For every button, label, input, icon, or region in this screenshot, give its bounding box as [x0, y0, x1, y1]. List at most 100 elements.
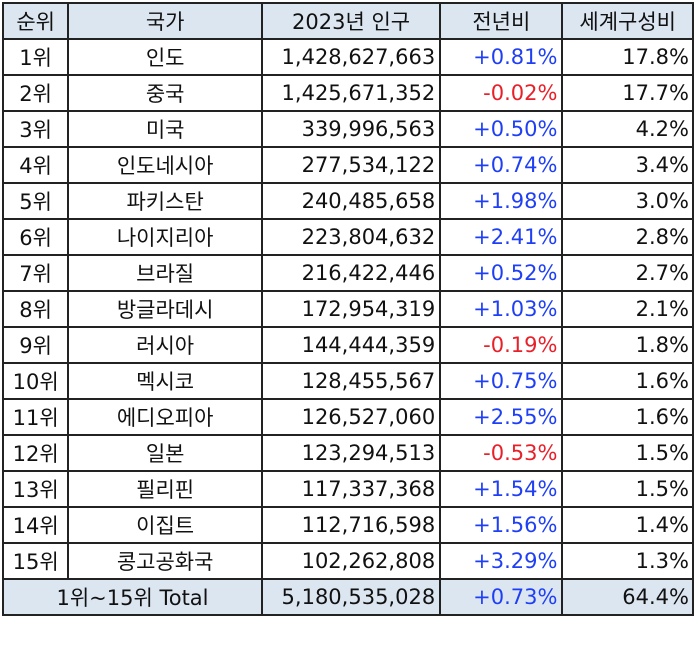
population-cell: 240,485,658 [260, 182, 442, 220]
population-cell: 112,716,598 [260, 506, 442, 544]
population-cell: 126,527,060 [260, 398, 442, 436]
rank-cell: 15위 [1, 542, 70, 580]
country-cell: 파키스탄 [67, 182, 263, 220]
share-cell: 1.5% [561, 470, 694, 508]
rank-cell: 4위 [1, 146, 70, 184]
population-cell: 128,455,567 [260, 362, 442, 400]
table-row: 10위 멕시코 128,455,567 +0.75% 1.6% [1, 362, 694, 400]
country-cell: 이집트 [67, 506, 263, 544]
population-cell: 1,428,627,663 [260, 38, 442, 76]
table-row: 13위 필리핀 117,337,368 +1.54% 1.5% [1, 470, 694, 508]
rank-cell: 2위 [1, 74, 70, 112]
rank-cell: 3위 [1, 110, 70, 148]
country-cell: 콩고공화국 [67, 542, 263, 580]
table-row: 1위 인도 1,428,627,663 +0.81% 17.8% [1, 38, 694, 76]
yoy-cell: -0.53% [439, 434, 564, 472]
country-cell: 러시아 [67, 326, 263, 364]
share-cell: 4.2% [561, 110, 694, 148]
population-cell: 1,425,671,352 [260, 74, 442, 112]
country-cell: 미국 [67, 110, 263, 148]
country-cell: 인도네시아 [67, 146, 263, 184]
population-cell: 277,534,122 [260, 146, 442, 184]
share-cell: 1.6% [561, 398, 694, 436]
population-cell: 223,804,632 [260, 218, 442, 256]
share-cell: 17.7% [561, 74, 694, 112]
country-cell: 인도 [67, 38, 263, 76]
total-share: 64.4% [561, 578, 694, 616]
total-population: 5,180,535,028 [260, 578, 442, 616]
table-row: 5위 파키스탄 240,485,658 +1.98% 3.0% [1, 182, 694, 220]
rank-cell: 8위 [1, 290, 70, 328]
table-row: 2위 중국 1,425,671,352 -0.02% 17.7% [1, 74, 694, 112]
total-yoy: +0.73% [439, 578, 564, 616]
header-yoy: 전년비 [439, 2, 564, 40]
share-cell: 17.8% [561, 38, 694, 76]
share-cell: 2.8% [561, 218, 694, 256]
country-cell: 에디오피아 [67, 398, 263, 436]
yoy-cell: +3.29% [439, 542, 564, 580]
table-row: 8위 방글라데시 172,954,319 +1.03% 2.1% [1, 290, 694, 328]
yoy-cell: +0.52% [439, 254, 564, 292]
share-cell: 3.0% [561, 182, 694, 220]
population-cell: 172,954,319 [260, 290, 442, 328]
population-table: 순위 국가 2023년 인구 전년비 세계구성비 1위 인도 1,428,627,6… [1, 2, 694, 616]
table-row: 7위 브라질 216,422,446 +0.52% 2.7% [1, 254, 694, 292]
rank-cell: 6위 [1, 218, 70, 256]
header-population: 2023년 인구 [260, 2, 442, 40]
table-row: 15위 콩고공화국 102,262,808 +3.29% 1.3% [1, 542, 694, 580]
table-row: 3위 미국 339,996,563 +0.50% 4.2% [1, 110, 694, 148]
header-country: 국가 [67, 2, 263, 40]
total-label: 1위~15위 Total [2, 578, 263, 616]
header-rank: 순위 [1, 2, 70, 40]
share-cell: 1.6% [561, 362, 694, 400]
rank-cell: 7위 [1, 254, 70, 292]
yoy-cell: +1.56% [439, 506, 564, 544]
share-cell: 3.4% [561, 146, 694, 184]
country-cell: 나이지리아 [67, 218, 263, 256]
yoy-cell: +0.50% [439, 110, 564, 148]
header-row: 순위 국가 2023년 인구 전년비 세계구성비 [1, 2, 694, 40]
yoy-cell: +0.74% [439, 146, 564, 184]
country-cell: 멕시코 [67, 362, 263, 400]
country-cell: 브라질 [67, 254, 263, 292]
population-cell: 339,996,563 [260, 110, 442, 148]
rank-cell: 14위 [1, 506, 70, 544]
rank-cell: 13위 [1, 470, 70, 508]
rank-cell: 9위 [1, 326, 70, 364]
share-cell: 1.3% [561, 542, 694, 580]
table-row: 14위 이집트 112,716,598 +1.56% 1.4% [1, 506, 694, 544]
yoy-cell: +0.75% [439, 362, 564, 400]
total-row: 1위~15위 Total 5,180,535,028 +0.73% 64.4% [2, 578, 694, 616]
rank-cell: 12위 [1, 434, 70, 472]
table-row: 6위 나이지리아 223,804,632 +2.41% 2.8% [1, 218, 694, 256]
population-cell: 102,262,808 [260, 542, 442, 580]
yoy-cell: +1.98% [439, 182, 564, 220]
share-cell: 1.5% [561, 434, 694, 472]
country-cell: 일본 [67, 434, 263, 472]
population-cell: 216,422,446 [260, 254, 442, 292]
share-cell: 1.8% [561, 326, 694, 364]
table-row: 4위 인도네시아 277,534,122 +0.74% 3.4% [1, 146, 694, 184]
population-cell: 117,337,368 [260, 470, 442, 508]
table-body: 1위 인도 1,428,627,663 +0.81% 17.8% 2위 중국 1,425,67… [1, 38, 694, 580]
table-row: 12위 일본 123,294,513 -0.53% 1.5% [1, 434, 694, 472]
share-cell: 2.7% [561, 254, 694, 292]
population-cell: 144,444,359 [260, 326, 442, 364]
yoy-cell: +2.55% [439, 398, 564, 436]
table-row: 11위 에디오피아 126,527,060 +2.55% 1.6% [1, 398, 694, 436]
country-cell: 방글라데시 [67, 290, 263, 328]
rank-cell: 1위 [1, 38, 70, 76]
share-cell: 1.4% [561, 506, 694, 544]
share-cell: 2.1% [561, 290, 694, 328]
rank-cell: 5위 [1, 182, 70, 220]
country-cell: 필리핀 [67, 470, 263, 508]
table-row: 9위 러시아 144,444,359 -0.19% 1.8% [1, 326, 694, 364]
yoy-cell: -0.19% [439, 326, 564, 364]
yoy-cell: -0.02% [439, 74, 564, 112]
yoy-cell: +0.81% [439, 38, 564, 76]
yoy-cell: +1.03% [439, 290, 564, 328]
header-share: 세계구성비 [561, 2, 694, 40]
country-cell: 중국 [67, 74, 263, 112]
yoy-cell: +1.54% [439, 470, 564, 508]
yoy-cell: +2.41% [439, 218, 564, 256]
